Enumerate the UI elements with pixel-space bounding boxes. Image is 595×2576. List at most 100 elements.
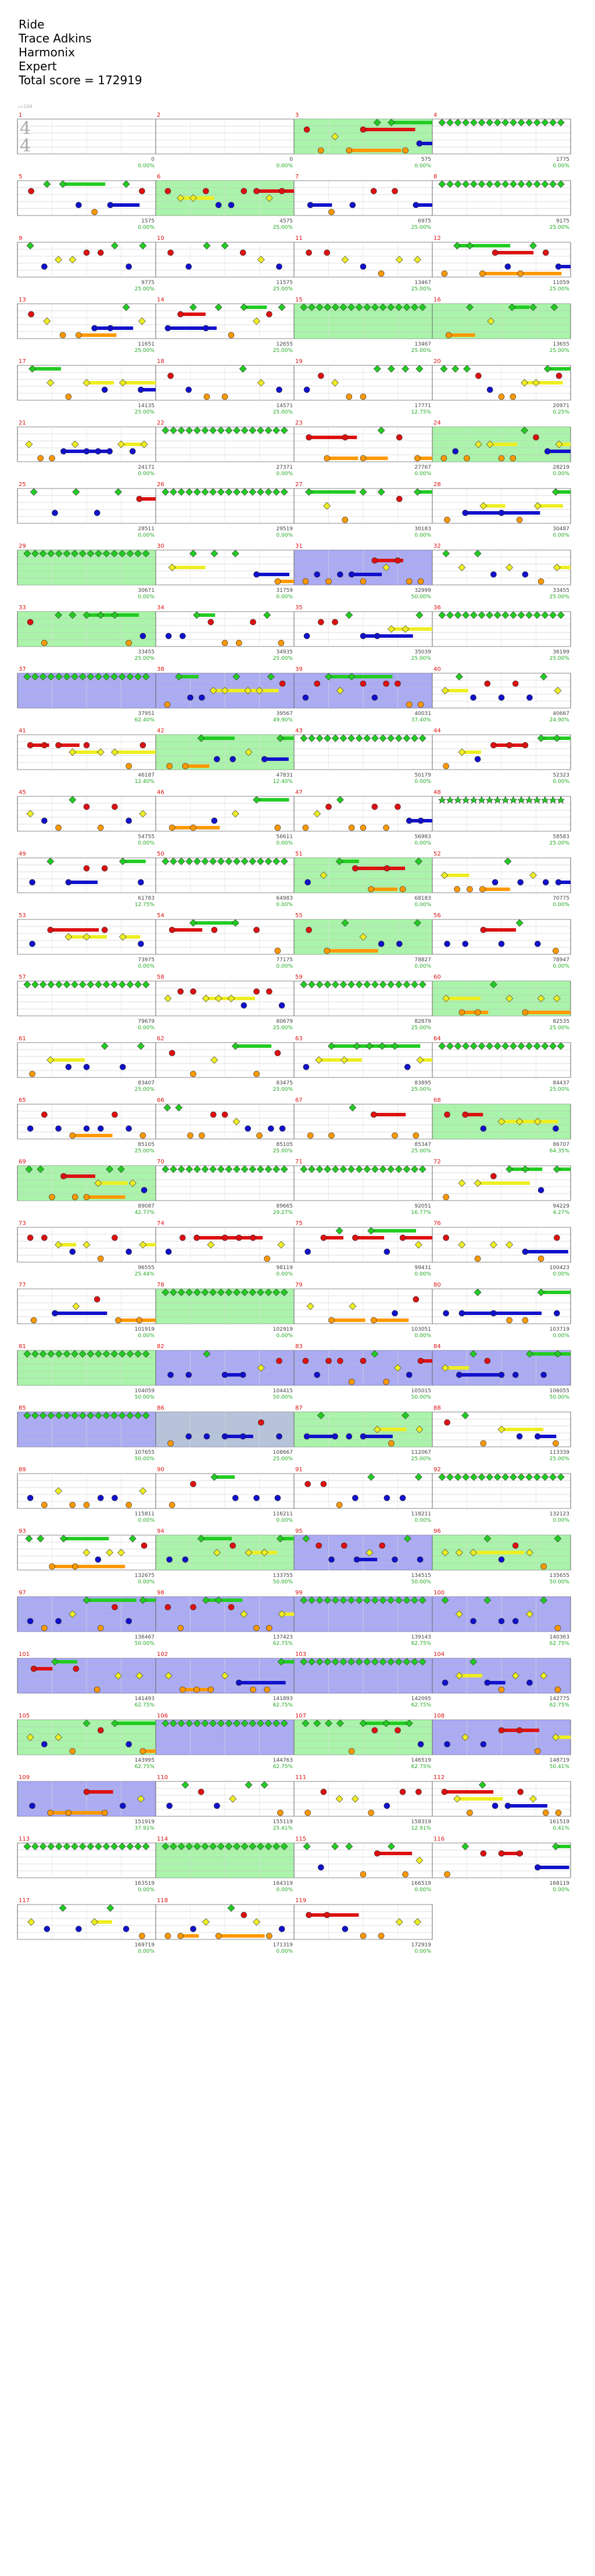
note-diamond — [263, 611, 271, 619]
measure-number: 66 — [157, 1097, 164, 1104]
sustain-bar — [55, 1312, 107, 1315]
note-diamond — [313, 1719, 321, 1727]
note-diamond — [185, 426, 193, 434]
note-diamond — [47, 549, 55, 558]
note-diamond — [95, 549, 102, 558]
note-gem — [274, 824, 281, 831]
sustain-bar — [248, 689, 279, 692]
note-diamond — [377, 488, 385, 496]
note-diamond — [347, 1596, 355, 1604]
measure-score: 112067 — [411, 1450, 431, 1456]
note-gem — [360, 1932, 367, 1939]
note-diamond — [162, 1719, 170, 1727]
sustain-bar — [547, 367, 571, 371]
note-gem — [406, 578, 413, 585]
note-gem — [139, 742, 146, 749]
measure-number: 102 — [157, 1651, 168, 1658]
note-diamond — [351, 1795, 359, 1803]
note-diamond — [418, 1596, 426, 1604]
note-gem — [307, 1132, 314, 1139]
note-gem — [185, 263, 192, 270]
note-diamond — [126, 980, 134, 989]
note-diamond — [483, 1535, 492, 1543]
sustain-bar — [50, 928, 99, 932]
note-diamond — [553, 994, 561, 1003]
note-diamond — [493, 611, 501, 619]
note-gem — [228, 202, 235, 209]
note-diamond — [501, 1042, 510, 1050]
note-diamond — [379, 980, 387, 989]
note-diamond — [280, 426, 288, 434]
note-gem — [368, 1809, 374, 1816]
note-diamond — [137, 1795, 145, 1803]
note-diamond — [438, 180, 446, 188]
note-gem — [328, 1556, 335, 1563]
note-diamond — [486, 118, 493, 127]
note-gem — [253, 1625, 260, 1632]
note-diamond — [273, 426, 280, 434]
note-gem — [360, 1433, 367, 1440]
measure-score: 108667 — [273, 1450, 293, 1456]
measure-percent: 12.75% — [135, 902, 155, 908]
measure-percent: 50.00% — [411, 594, 432, 600]
sustain-bar — [225, 1236, 263, 1240]
note-diamond — [71, 1842, 78, 1851]
note-gem — [467, 1809, 473, 1816]
measure-number: 24 — [433, 420, 441, 426]
measure-score: 166519 — [411, 1881, 432, 1887]
note-diamond — [110, 1411, 119, 1420]
measure-score: 56611 — [276, 834, 293, 840]
note-diamond — [264, 1842, 273, 1851]
measure-percent: 0.00% — [276, 1887, 293, 1893]
note-gem — [360, 1871, 367, 1878]
note-diamond — [185, 1288, 193, 1296]
note-diamond — [55, 549, 63, 558]
note-gem — [395, 1727, 401, 1734]
note-gem — [325, 803, 332, 810]
note-gem — [416, 140, 423, 147]
measure-number: 80 — [433, 1282, 441, 1288]
note-gem — [187, 1132, 193, 1139]
note-diamond — [373, 365, 381, 373]
note-diamond — [395, 1918, 403, 1926]
sustain-bar — [507, 1804, 548, 1808]
sustain-bar — [309, 1913, 359, 1917]
note-diamond — [308, 303, 316, 311]
measure-number: 71 — [295, 1159, 303, 1165]
note-diamond — [168, 563, 176, 572]
note-diamond — [416, 1056, 424, 1064]
note-gem — [443, 1310, 449, 1317]
note-gem — [302, 824, 309, 831]
note-gem — [516, 1727, 523, 1734]
measure-percent: 37.40% — [411, 717, 432, 723]
sustain-bar — [445, 689, 468, 692]
note-diamond — [340, 1056, 348, 1064]
measure-number: 21 — [19, 420, 26, 426]
note-diamond — [373, 118, 381, 127]
note-diamond — [170, 857, 177, 865]
measure-number: 10 — [157, 235, 164, 242]
note-diamond — [245, 1549, 253, 1557]
measure-number: 33 — [19, 605, 26, 611]
measure-percent: 62.75% — [135, 1764, 155, 1770]
note-gem — [235, 1679, 242, 1686]
note-diamond — [214, 994, 223, 1003]
note-diamond — [225, 426, 233, 434]
measure-number: 99 — [295, 1590, 303, 1596]
note-gem — [83, 1125, 90, 1132]
note-gem — [185, 1433, 192, 1440]
sustain-bar — [68, 881, 98, 884]
note-gem — [303, 1433, 310, 1440]
note-diamond — [462, 180, 470, 188]
note-diamond — [371, 1658, 379, 1666]
note-diamond — [541, 1042, 549, 1050]
note-diamond — [510, 1473, 517, 1481]
note-diamond — [256, 1165, 264, 1173]
note-diamond — [280, 1288, 288, 1296]
note-diamond — [126, 549, 134, 558]
note-gem — [91, 325, 98, 332]
note-diamond — [23, 1411, 31, 1420]
note-diamond — [379, 1596, 387, 1604]
note-gem — [47, 1809, 54, 1816]
measure-score: 20971 — [553, 403, 569, 409]
